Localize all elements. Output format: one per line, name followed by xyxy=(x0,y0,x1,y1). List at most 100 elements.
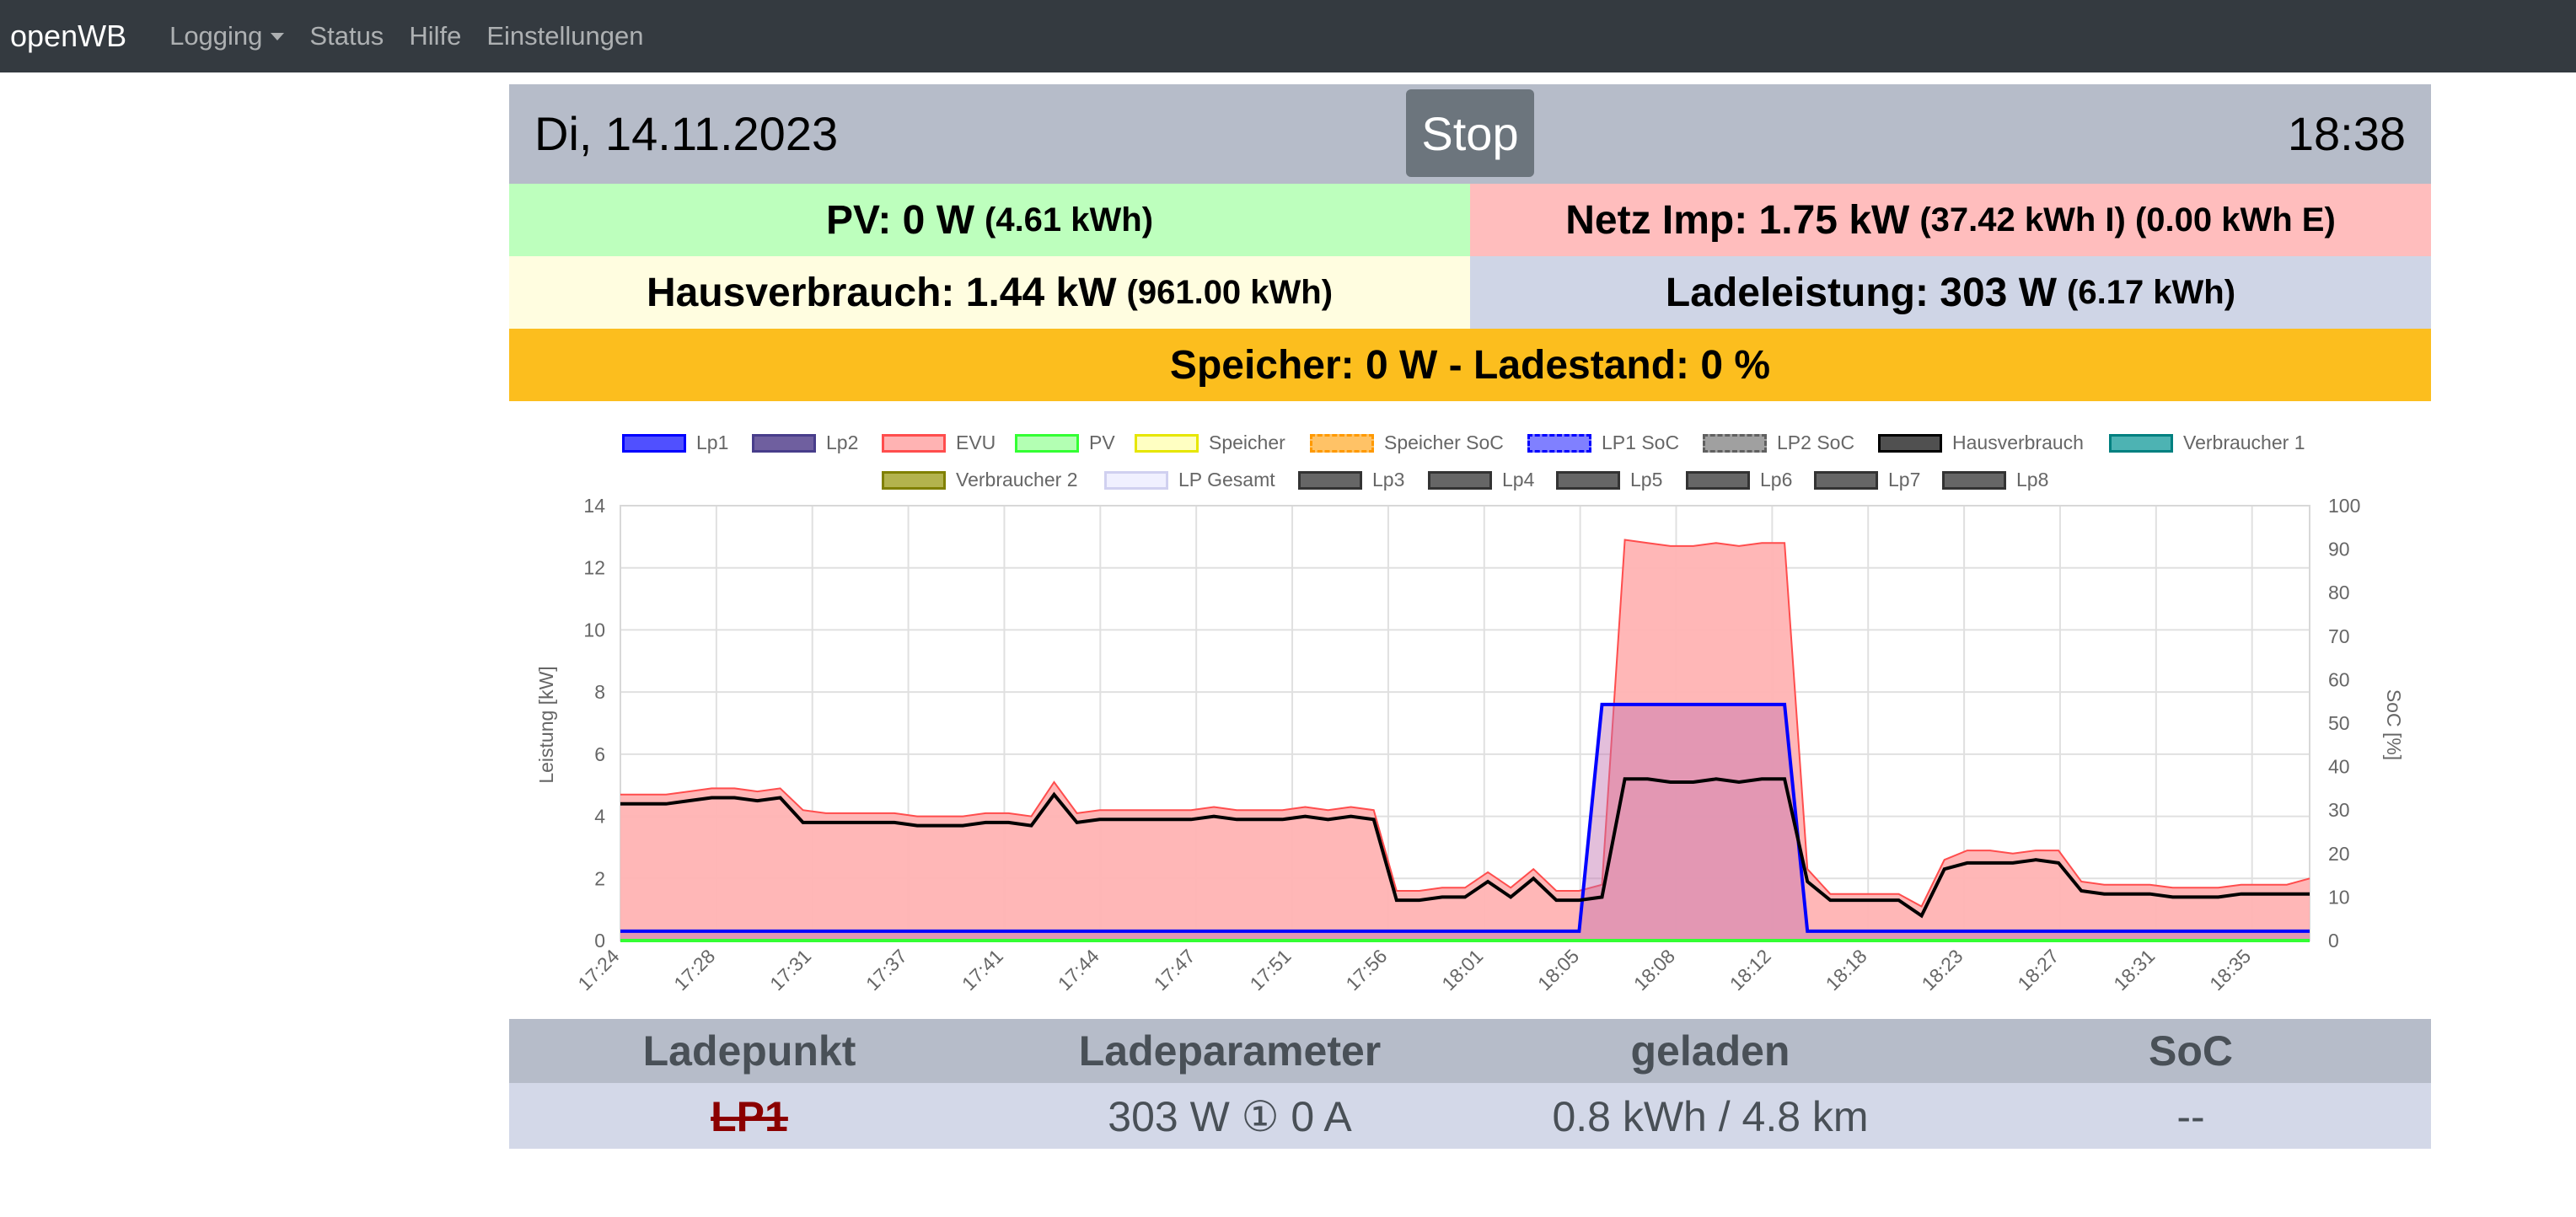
y-tick-label: 12 xyxy=(583,557,605,579)
y-axis-title: Leistung [kW] xyxy=(535,666,557,783)
speicher-summary: Speicher: 0 W - Ladestand: 0 % xyxy=(509,329,2431,401)
y2-axis-ticks: 0 10 20 30 40 50 60 70 80 90 100 xyxy=(2328,495,2360,952)
x-tick-label: 17:37 xyxy=(861,945,911,995)
legend-label: Speicher SoC xyxy=(1384,432,1504,453)
legend-swatch xyxy=(2109,433,2173,453)
y2-tick-label: 50 xyxy=(2328,712,2350,734)
y2-tick-label: 100 xyxy=(2328,495,2360,517)
soc-cell: -- xyxy=(2176,1093,2205,1140)
col-ladeparameter: Ladeparameter xyxy=(1078,1027,1382,1075)
legend-item-lp3[interactable]: Lp3 xyxy=(1298,469,1404,491)
legend-label: LP2 SoC xyxy=(1777,432,1855,453)
nav-einstellungen[interactable]: Einstellungen xyxy=(486,21,644,51)
x-tick-label: 17:31 xyxy=(765,945,815,995)
legend-swatch xyxy=(882,433,946,453)
legend-item-lp2[interactable]: Lp2 xyxy=(752,432,858,454)
nav-logging-label: Logging xyxy=(169,21,263,51)
y2-tick-label: 90 xyxy=(2328,539,2350,560)
hausverbrauch-summary: Hausverbrauch: 1.44 kW (961.00 kWh) xyxy=(509,256,1470,329)
x-tick-label: 17:41 xyxy=(958,945,1007,995)
x-tick-label: 18:01 xyxy=(1437,945,1487,995)
legend-swatch xyxy=(1686,470,1750,490)
legend-label: Lp1 xyxy=(696,432,729,453)
y2-tick-label: 10 xyxy=(2328,886,2350,908)
legend-label: Lp4 xyxy=(1502,469,1535,491)
y2-tick-label: 0 xyxy=(2328,930,2339,952)
legend-item-lp7[interactable]: Lp7 xyxy=(1814,469,1920,491)
caret-down-icon xyxy=(271,32,285,40)
legend-item-hausverbrauch[interactable]: Hausverbrauch xyxy=(1878,432,2084,454)
legend-swatch xyxy=(1428,470,1492,490)
x-tick-label: 18:12 xyxy=(1725,945,1775,995)
date-time-header: Di, 14.11.2023 Stop 18:38 xyxy=(509,84,2431,184)
x-tick-label: 18:05 xyxy=(1533,945,1583,995)
y-tick-label: 4 xyxy=(594,806,605,828)
x-tick-label: 18:35 xyxy=(2205,945,2255,995)
x-tick-label: 17:47 xyxy=(1150,945,1199,995)
lp1-link[interactable]: LP1 xyxy=(711,1093,788,1140)
ladeparameter-cell: 303 W ① 0 A xyxy=(990,1083,1470,1149)
legend-label: Verbraucher 1 xyxy=(2183,432,2305,453)
legend-item-lp8[interactable]: Lp8 xyxy=(1942,469,2048,491)
legend-item-speicher[interactable]: Speicher xyxy=(1135,432,1285,454)
y-tick-label: 0 xyxy=(594,930,605,952)
speicher-status: Speicher: 0 W - Ladestand: 0 % xyxy=(1169,342,1771,388)
legend-item-lp6[interactable]: Lp6 xyxy=(1686,469,1792,491)
series-line-evu xyxy=(620,539,2310,908)
legend-item-verbraucher-2[interactable]: Verbraucher 2 xyxy=(882,469,1077,491)
legend-item-lp1[interactable]: Lp1 xyxy=(622,432,728,454)
x-tick-label: 18:23 xyxy=(1918,945,1967,995)
legend-swatch xyxy=(882,470,946,490)
brand-logo[interactable]: openWB xyxy=(10,19,127,53)
y2-tick-label: 40 xyxy=(2328,756,2350,778)
legend-swatch xyxy=(1310,433,1374,453)
series-area-evu xyxy=(620,539,2310,941)
charge-current: 0 A xyxy=(1291,1093,1352,1140)
legend-label: Lp3 xyxy=(1372,469,1405,491)
x-tick-label: 18:27 xyxy=(2013,945,2063,995)
time-display: 18:38 xyxy=(2287,107,2406,160)
chart-series xyxy=(620,539,2310,942)
legend-item-lp4[interactable]: Lp4 xyxy=(1428,469,1534,491)
x-tick-label: 18:08 xyxy=(1629,945,1679,995)
lade-power: Ladeleistung: 303 W xyxy=(1665,270,2058,315)
legend-label: LP Gesamt xyxy=(1178,469,1275,491)
nav-logging-dropdown[interactable]: Logging xyxy=(169,21,285,51)
ladeleistung-summary: Ladeleistung: 303 W (6.17 kWh) xyxy=(1470,256,2431,329)
series-line-hausverbrauch xyxy=(620,777,2310,919)
col-geladen: geladen xyxy=(1630,1027,1790,1075)
lade-energy: (6.17 kWh) xyxy=(2067,273,2236,311)
legend-item-evu[interactable]: EVU xyxy=(882,432,996,454)
y-tick-label: 8 xyxy=(594,681,605,703)
nav-hilfe[interactable]: Hilfe xyxy=(409,21,462,51)
legend-item-lp2-soc[interactable]: LP2 SoC xyxy=(1703,432,1854,454)
legend-item-speicher-soc[interactable]: Speicher SoC xyxy=(1310,432,1504,454)
series-line-lp1 xyxy=(620,702,2310,933)
x-tick-label: 18:31 xyxy=(2109,945,2159,995)
legend-item-verbraucher-1[interactable]: Verbraucher 1 xyxy=(2109,432,2305,454)
legend-swatch xyxy=(622,433,686,453)
ladepunkt-cell: LP1 xyxy=(509,1083,990,1149)
y2-tick-label: 30 xyxy=(2328,799,2350,821)
legend-item-lp5[interactable]: Lp5 xyxy=(1556,469,1662,491)
legend-label: Lp7 xyxy=(1888,469,1921,491)
legend-item-lp1-soc[interactable]: LP1 SoC xyxy=(1527,432,1679,454)
y-tick-label: 10 xyxy=(583,619,605,641)
date-display: Di, 14.11.2023 xyxy=(534,107,839,160)
legend-item-lp-gesamt[interactable]: LP Gesamt xyxy=(1104,469,1275,491)
legend-label: Hausverbrauch xyxy=(1952,432,2084,453)
x-tick-label: 17:28 xyxy=(669,945,719,995)
col-ladepunkt: Ladepunkt xyxy=(642,1027,856,1075)
y2-tick-label: 20 xyxy=(2328,843,2350,865)
col-soc: SoC xyxy=(2149,1027,2233,1075)
legend-label: Verbraucher 2 xyxy=(956,469,1078,491)
nav-status[interactable]: Status xyxy=(309,21,384,51)
stop-button[interactable]: Stop xyxy=(1406,89,1534,177)
legend-label: EVU xyxy=(956,432,996,453)
legend-item-pv[interactable]: PV xyxy=(1015,432,1115,454)
haus-energy: (961.00 kWh) xyxy=(1126,273,1334,311)
legend-label: LP1 SoC xyxy=(1602,432,1680,453)
legend-label: Lp5 xyxy=(1630,469,1663,491)
table-row: LP1 303 W ① 0 A 0.8 kWh / 4.8 km -- xyxy=(509,1083,2431,1149)
netz-energy: (37.42 kWh I) (0.00 kWh E) xyxy=(1919,201,2336,239)
